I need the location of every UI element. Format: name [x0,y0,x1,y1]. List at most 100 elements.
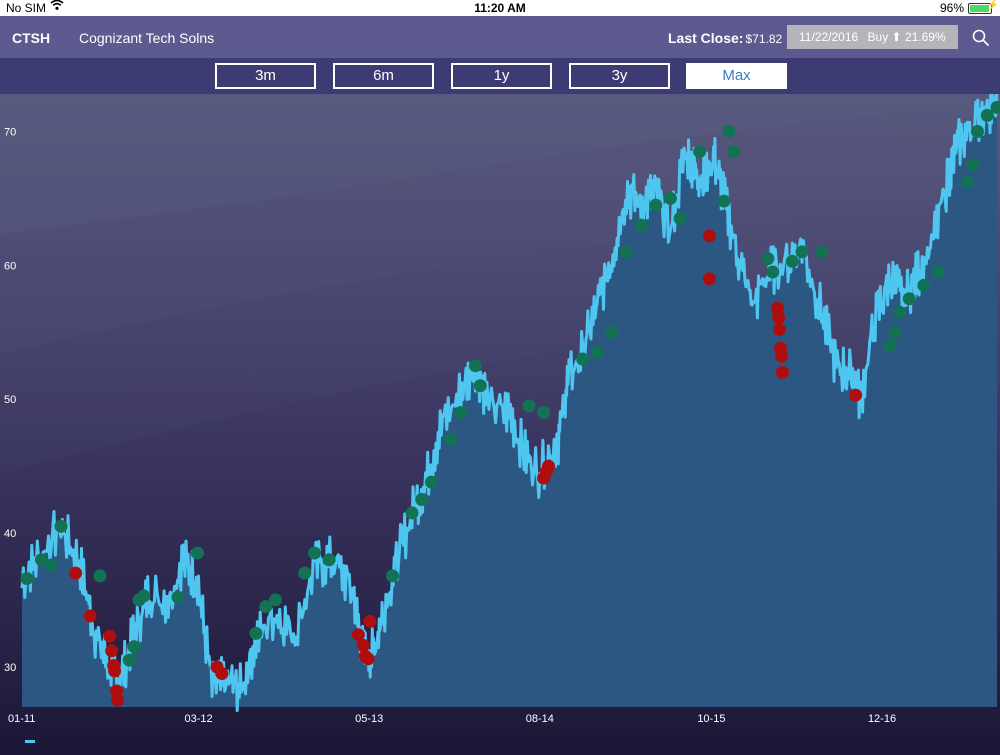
buy-signal-marker [445,433,458,446]
range-3m-button[interactable]: 3m [215,63,316,89]
buy-signal-marker [786,255,799,268]
buy-signal-marker [674,212,687,225]
x-axis-tick-label: 10-15 [697,713,725,725]
buy-signal-marker [20,572,33,585]
y-axis-tick-label: 40 [4,528,16,540]
range-max-button[interactable]: Max [686,63,787,89]
buy-signal-marker [323,553,336,566]
time-range-selector: 3m 6m 1y 3y Max [0,58,1000,94]
clock: 11:20 AM [0,1,1000,15]
latest-signal-badge[interactable]: 11/22/2016 Buy ⬆ 21.69% [787,25,958,49]
company-name: Cognizant Tech Solns [79,30,214,46]
buy-signal-marker [917,279,930,292]
sell-signal-marker [105,644,118,657]
buy-signal-marker [893,306,906,319]
last-close: Last Close:$71.82 [668,30,782,46]
sell-signal-marker [103,630,116,643]
buy-signal-marker [961,176,974,189]
sell-signal-marker [849,389,862,402]
arrow-up-icon: ⬆ [892,30,902,44]
sell-signal-marker [775,350,788,363]
buy-signal-marker [766,266,779,279]
app-header: CTSH Cognizant Tech Solns Last Close:$71… [0,16,1000,58]
signal-percent: 21.69% [905,30,946,44]
sell-signal-marker [84,609,97,622]
sell-signal-marker [776,366,789,379]
x-axis-tick-label: 12-16 [868,713,896,725]
buy-signal-marker [693,145,706,158]
buy-signal-marker [454,406,467,419]
buy-signal-marker [932,266,945,279]
buy-signal-marker [727,145,740,158]
buy-signal-marker [415,493,428,506]
buy-signal-marker [903,292,916,305]
series-legend-swatch [25,740,35,743]
buy-signal-marker [815,245,828,258]
signal-action: Buy [868,30,889,44]
sell-signal-marker [703,229,716,242]
sell-signal-marker [111,694,124,707]
buy-signal-marker [308,547,321,560]
y-axis-tick-label: 50 [4,394,16,406]
sell-signal-marker [703,272,716,285]
search-icon[interactable] [971,28,991,48]
buy-signal-marker [55,520,68,533]
buy-signal-marker [172,591,185,604]
buy-signal-marker [576,353,589,366]
buy-signal-marker [123,654,136,667]
buy-signal-marker [250,627,263,640]
buy-signal-marker [888,326,901,339]
sell-signal-marker [215,667,228,680]
sell-signal-marker [773,323,786,336]
buy-signal-marker [718,195,731,208]
buy-signal-marker [406,506,419,519]
last-close-label: Last Close: [668,30,743,46]
buy-signal-marker [796,245,809,258]
buy-signal-marker [137,589,150,602]
signal-date: 11/22/2016 [799,30,858,44]
buy-signal-marker [722,125,735,138]
x-axis-tick-label: 08-14 [526,713,554,725]
y-axis-tick-label: 70 [4,126,16,138]
buy-signal-marker [298,567,311,580]
x-axis-tick-label: 05-13 [355,713,383,725]
sell-signal-marker [108,664,121,677]
buy-signal-marker [761,252,774,265]
buy-signal-marker [605,326,618,339]
buy-signal-marker [474,379,487,392]
sell-signal-marker [364,615,377,628]
y-axis-tick-label: 30 [4,662,16,674]
buy-signal-marker [386,569,399,582]
charging-icon: ⚡ [987,0,999,11]
buy-signal-marker [649,199,662,212]
range-3y-button[interactable]: 3y [569,63,670,89]
x-axis-tick-label: 03-12 [184,713,212,725]
buy-signal-marker [45,559,58,572]
buy-signal-marker [635,219,648,232]
buy-signal-marker [191,547,204,560]
buy-signal-marker [883,339,896,352]
sell-signal-marker [772,311,785,324]
battery-percent: 96% [940,1,964,15]
sell-signal-marker [542,460,555,473]
sell-signal-marker [362,652,375,665]
buy-signal-marker [425,476,438,489]
ticker-symbol: CTSH [12,30,50,46]
buy-signal-marker [94,569,107,582]
buy-signal-marker [966,158,979,171]
buy-signal-marker [971,125,984,138]
buy-signal-marker [128,640,141,653]
buy-signal-marker [537,406,550,419]
range-6m-button[interactable]: 6m [333,63,434,89]
x-axis-tick-label: 01-11 [8,713,35,725]
sell-signal-marker [69,567,82,580]
buy-signal-marker [620,245,633,258]
buy-signal-marker [469,359,482,372]
buy-signal-marker [664,192,677,205]
range-1y-button[interactable]: 1y [451,63,552,89]
buy-signal-marker [523,399,536,412]
buy-signal-marker [591,346,604,359]
last-close-value: $71.82 [745,32,782,46]
